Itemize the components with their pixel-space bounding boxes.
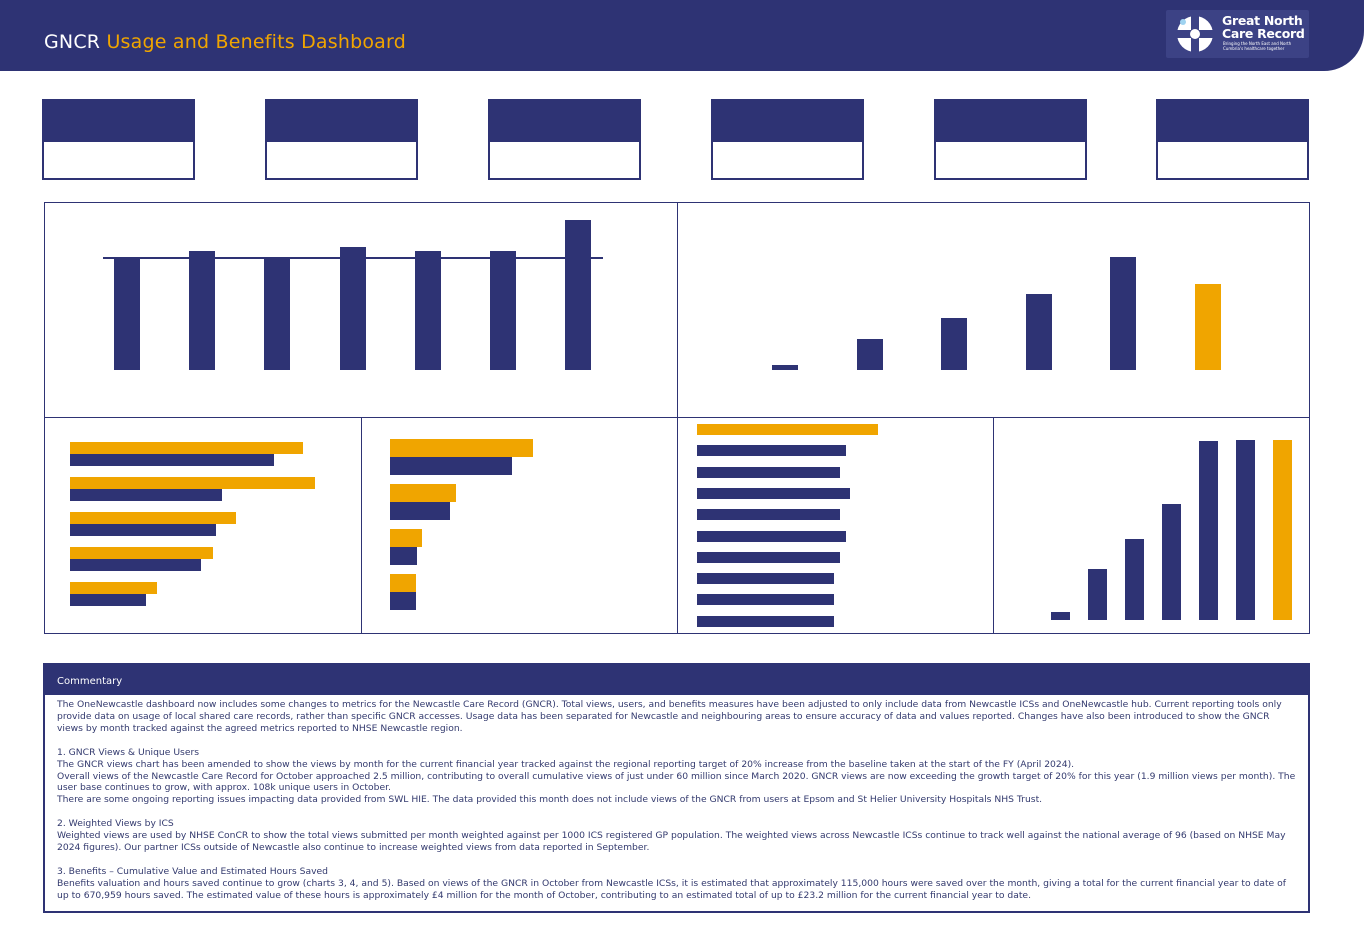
kpi-card-4 (711, 99, 864, 180)
section-1-para-3: There are some ongoing reporting issues … (57, 794, 1043, 806)
views-bar (189, 251, 216, 370)
cumulative-views-bar (941, 318, 968, 370)
hours-bar (697, 445, 846, 457)
target-line (103, 256, 603, 259)
navy-bar (390, 592, 416, 610)
cumulative-hours-bar (1162, 503, 1181, 620)
gncr-logo: Great North Care Record Bringing the Nor… (1166, 10, 1309, 58)
section-3-para-1: Benefits valuation and hours saved conti… (57, 877, 1286, 901)
cumulative-hours-bar (1236, 440, 1255, 620)
navy-bar (390, 547, 417, 565)
commentary-body: The OneNewcastle dashboard now includes … (45, 695, 1308, 902)
navy-bar (70, 489, 222, 501)
hours-bar (697, 615, 834, 627)
kpi-value (1158, 142, 1307, 178)
page-title: GNCR Usage and Benefits Dashboard (44, 31, 406, 53)
navy-bar (70, 594, 146, 606)
hours-bar (697, 573, 834, 585)
navy-bar (390, 502, 450, 520)
navy-bar (70, 559, 201, 571)
logo-tagline: Bringing the North East and North Cumbri… (1223, 41, 1292, 51)
kpi-label (44, 101, 193, 142)
kpi-label (490, 101, 639, 142)
hours-bar (697, 509, 840, 521)
kpi-label (936, 101, 1085, 142)
benefits-value-chart (362, 418, 678, 634)
kpi-value (44, 142, 193, 178)
kpi-card-1 (42, 99, 195, 180)
title-prefix: GNCR (44, 31, 107, 53)
amber-bar (70, 512, 236, 524)
kpi-card-3 (488, 99, 641, 180)
weighted-views-chart (45, 418, 362, 634)
section-2-title: 2. Weighted Views by ICS (57, 818, 174, 830)
kpi-label (267, 101, 416, 142)
hours-bar (697, 594, 834, 606)
cumulative-hours-bar (1088, 568, 1107, 620)
cumulative-views-bar (856, 339, 883, 370)
kpi-card-2 (265, 99, 418, 180)
section-1-title: 1. GNCR Views & Unique Users (57, 746, 200, 758)
hours-bar (697, 530, 846, 542)
amber-bar (390, 529, 422, 547)
cumulative-views-bar (1110, 257, 1137, 370)
views-bar (264, 256, 291, 370)
cumulative-views-bar (1025, 294, 1052, 370)
views-bar (339, 247, 366, 370)
views-bar (414, 251, 441, 370)
section-1-para-2: Overall views of the Newcastle Care Reco… (57, 770, 1296, 794)
navy-bar (70, 454, 274, 466)
hours-bar (697, 487, 850, 499)
section-2-para-1: Weighted views are used by NHSE ConCR to… (57, 830, 1286, 854)
cumulative-hours-bar (1125, 538, 1144, 620)
cumulative-views-bar (772, 365, 798, 370)
navy-bar (390, 457, 512, 475)
cumulative-hours-bar-highlight (1273, 440, 1292, 620)
section-1-para-1: The GNCR views chart has been amended to… (57, 758, 1075, 770)
kpi-value (936, 142, 1085, 178)
amber-bar (70, 582, 157, 594)
commentary-title: Commentary (45, 665, 1308, 695)
commentary-intro: The OneNewcastle dashboard now includes … (57, 699, 1282, 734)
cumulative-hours-chart (994, 418, 1310, 634)
views-bar (565, 219, 592, 370)
title-accent: Usage and Benefits Dashboard (106, 31, 406, 53)
amber-bar (70, 442, 303, 454)
hours-bar (697, 551, 840, 563)
amber-bar (70, 547, 213, 559)
commentary-panel: Commentary The OneNewcastle dashboard no… (43, 663, 1310, 913)
amber-bar (390, 484, 456, 502)
chart-grid (44, 202, 1310, 634)
hours-bar-highlight (697, 424, 878, 435)
logo-line-2: Care Record (1222, 26, 1305, 41)
views-bar (114, 256, 140, 370)
navy-bar (70, 524, 216, 536)
care-record-logo-icon (1177, 16, 1213, 52)
kpi-value (713, 142, 862, 178)
logo-line-1: Great North (1222, 13, 1303, 28)
cumulative-views-chart (678, 203, 1310, 418)
cumulative-hours-bar (1051, 612, 1070, 620)
kpi-value (490, 142, 639, 178)
dashboard-header: GNCR Usage and Benefits Dashboard Great … (0, 0, 1364, 71)
monthly-hours-chart (678, 418, 994, 634)
kpi-label (1158, 101, 1307, 142)
amber-bar (390, 439, 533, 457)
kpi-value (267, 142, 416, 178)
cumulative-views-bar-highlight (1195, 284, 1221, 370)
hours-bar (697, 466, 840, 478)
views-bar (490, 251, 516, 370)
kpi-card-6 (1156, 99, 1309, 180)
views-by-month-chart (45, 203, 678, 418)
kpi-label (713, 101, 862, 142)
amber-bar (70, 477, 315, 489)
section-3-title: 3. Benefits – Cumulative Value and Estim… (57, 865, 328, 877)
kpi-card-5 (934, 99, 1087, 180)
cumulative-hours-bar (1199, 441, 1218, 620)
amber-bar (390, 574, 416, 592)
